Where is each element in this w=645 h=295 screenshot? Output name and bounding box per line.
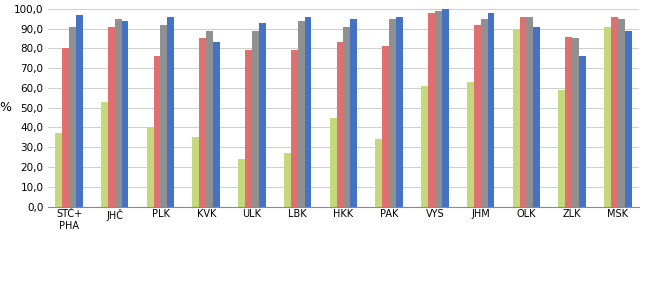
Bar (161, 25, 167, 206)
Bar (467, 82, 474, 206)
Bar (330, 118, 337, 206)
Bar (350, 19, 357, 206)
Bar (566, 37, 572, 206)
Bar (252, 31, 259, 206)
Bar (520, 17, 526, 206)
Bar (382, 46, 389, 206)
Bar (559, 90, 566, 206)
Bar (167, 17, 174, 206)
Bar (344, 27, 350, 206)
Bar (526, 17, 533, 206)
Bar (337, 42, 344, 206)
Bar (101, 102, 108, 206)
Bar (389, 19, 396, 206)
Bar (76, 15, 83, 206)
Bar (245, 50, 252, 206)
Bar (533, 27, 541, 206)
Bar (604, 27, 611, 206)
Bar (611, 17, 618, 206)
Bar (154, 56, 161, 206)
Y-axis label: %: % (0, 101, 12, 114)
Bar (428, 13, 435, 206)
Bar (291, 50, 298, 206)
Bar (147, 127, 154, 206)
Bar (192, 137, 199, 206)
Bar (618, 19, 625, 206)
Bar (304, 17, 312, 206)
Bar (238, 159, 245, 206)
Bar (108, 27, 115, 206)
Bar (488, 13, 495, 206)
Bar (474, 25, 481, 206)
Bar (396, 17, 403, 206)
Bar (572, 39, 579, 206)
Bar (481, 19, 488, 206)
Bar (435, 11, 442, 206)
Bar (206, 31, 213, 206)
Bar (579, 56, 586, 206)
Bar (284, 153, 291, 206)
Bar (259, 23, 266, 206)
Bar (442, 9, 449, 206)
Bar (298, 21, 304, 206)
Bar (213, 42, 220, 206)
Bar (513, 29, 520, 206)
Bar (55, 133, 62, 206)
Bar (421, 86, 428, 206)
Bar (625, 31, 631, 206)
Bar (115, 19, 121, 206)
Bar (62, 48, 69, 206)
Bar (375, 139, 382, 206)
Bar (121, 21, 128, 206)
Bar (69, 27, 76, 206)
Bar (199, 39, 206, 206)
